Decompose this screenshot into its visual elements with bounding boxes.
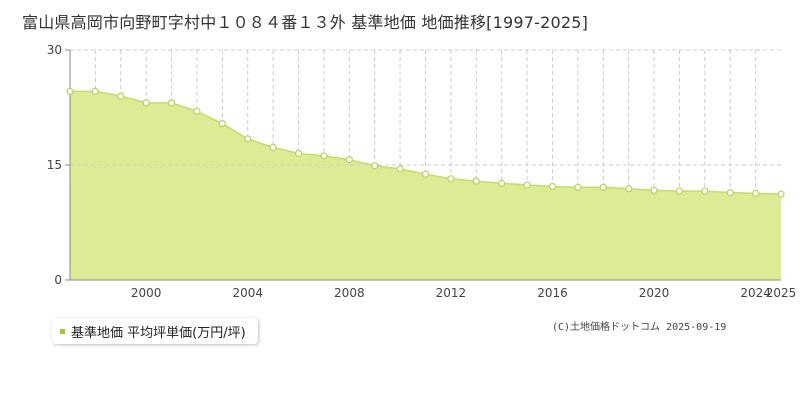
data-point xyxy=(91,87,99,96)
data-point xyxy=(193,107,201,115)
data-point xyxy=(142,99,150,107)
data-point xyxy=(269,143,277,151)
area-fill xyxy=(70,91,781,281)
data-point xyxy=(396,165,404,173)
data-point xyxy=(625,185,633,193)
data-point xyxy=(650,186,658,194)
credit-text: (C)土地価格ドットコム 2025-09-19 xyxy=(552,322,727,333)
x-tick-label: 2004 xyxy=(232,286,263,300)
data-point xyxy=(371,162,379,170)
x-tick-label: 2012 xyxy=(436,286,467,300)
x-tick-label: 2008 xyxy=(334,286,365,300)
y-tick-label: 30 xyxy=(47,43,62,57)
data-point xyxy=(701,187,709,195)
legend-swatch xyxy=(60,328,65,334)
legend-label: 基準地価 平均坪単価(万円/坪) xyxy=(71,325,246,341)
data-point xyxy=(66,87,74,96)
y-tick-label: 0 xyxy=(54,273,62,287)
data-point xyxy=(218,119,226,128)
data-point xyxy=(548,182,557,191)
data-point xyxy=(523,181,531,189)
data-markers xyxy=(66,87,785,198)
legend: 基準地価 平均坪単価(万円/坪) xyxy=(52,318,258,344)
chart-title: 富山県高岡市向野町字村中１０８４番１３外 基準地価 地価推移[1997-2025… xyxy=(22,13,589,32)
data-point xyxy=(675,187,684,195)
data-point xyxy=(294,149,303,158)
data-point xyxy=(777,190,785,198)
data-point xyxy=(574,183,582,191)
data-point xyxy=(447,175,455,183)
x-tick-label: 2024 xyxy=(740,286,771,300)
data-point xyxy=(498,179,506,187)
data-point xyxy=(345,156,353,164)
data-point xyxy=(726,189,734,197)
y-tick-labels: 0 15 30 xyxy=(47,43,62,287)
x-tick-label: 2016 xyxy=(537,286,568,300)
x-tick-label: 2000 xyxy=(131,286,162,300)
data-point xyxy=(472,177,480,185)
data-point xyxy=(320,152,328,160)
y-tick-label: 15 xyxy=(47,158,62,172)
data-point xyxy=(599,183,607,191)
data-point xyxy=(117,92,125,100)
data-point xyxy=(167,99,176,107)
x-tick-label: 2020 xyxy=(639,286,670,300)
x-tick-label: 2025 xyxy=(766,286,797,300)
area-layer xyxy=(70,90,782,281)
data-point xyxy=(421,170,430,178)
data-point xyxy=(244,135,252,143)
data-point xyxy=(752,189,760,197)
